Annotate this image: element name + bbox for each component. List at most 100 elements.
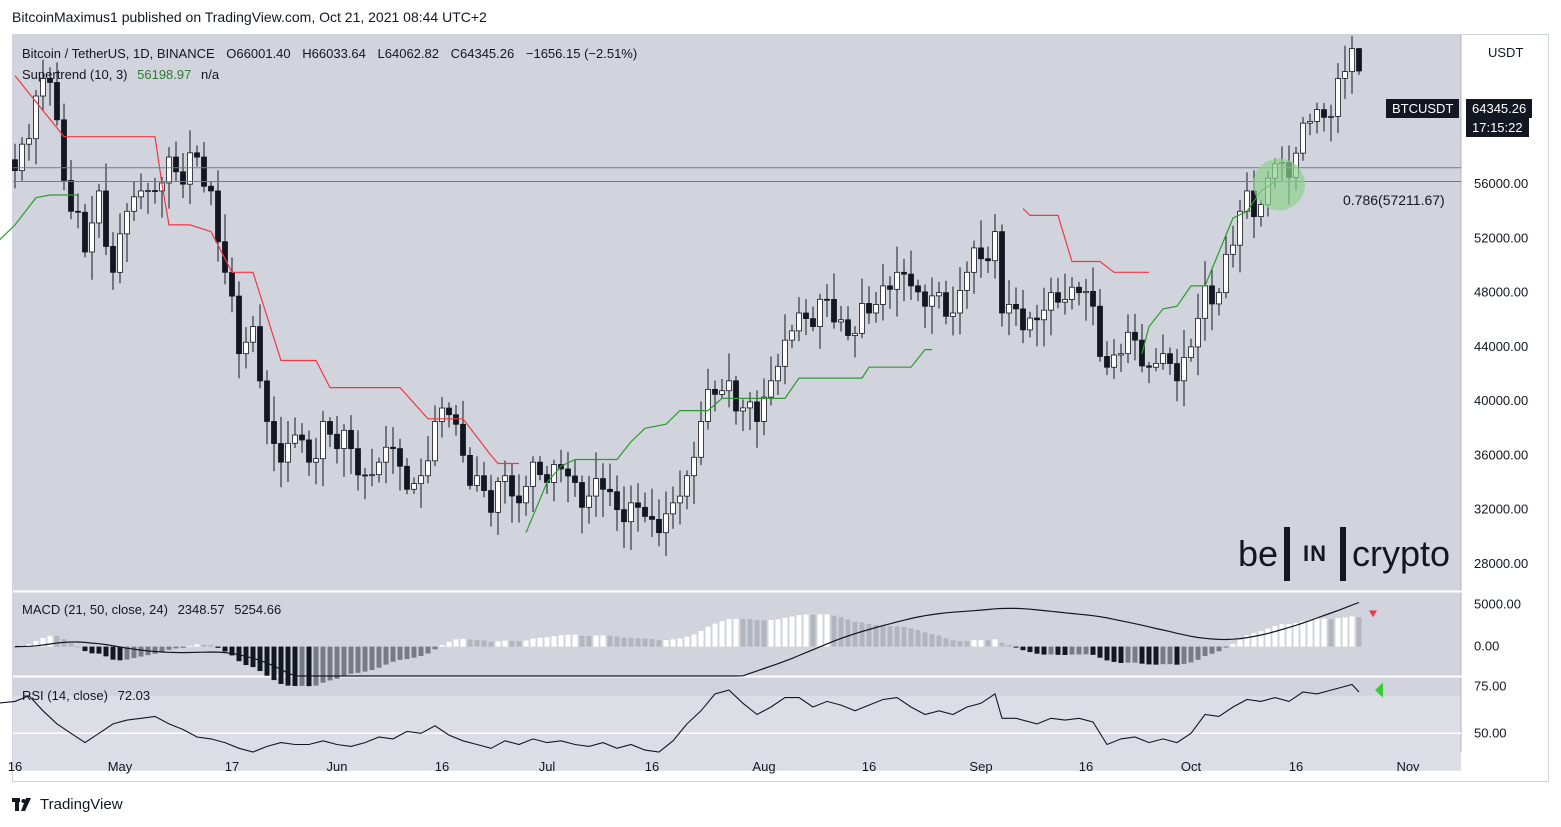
- candle-body: [257, 326, 263, 382]
- macd-bar: [299, 646, 305, 686]
- candle-body: [642, 506, 648, 517]
- macd-bar: [110, 646, 116, 660]
- macd-bar: [460, 638, 466, 647]
- macd-bar: [229, 646, 235, 656]
- legend-symbol[interactable]: Bitcoin / TetherUS, 1D, BINANCE: [22, 46, 215, 61]
- macd-bar: [1006, 644, 1012, 647]
- x-tick-label: 16: [862, 759, 876, 774]
- macd-bar: [502, 640, 508, 647]
- supertrend-label[interactable]: Supertrend (10, 3): [22, 67, 128, 82]
- tradingview-logo-icon[interactable]: [12, 796, 34, 813]
- macd-value-1: 2348.57: [177, 602, 225, 617]
- candle-body: [390, 446, 396, 450]
- macd-label[interactable]: MACD (21, 50, close, 24): [22, 602, 168, 617]
- watermark-right: crypto: [1352, 533, 1451, 574]
- macd-bar: [677, 638, 683, 647]
- candle-body: [1314, 109, 1320, 122]
- supertrend-down-line: [14, 75, 519, 465]
- candle-body: [1209, 285, 1215, 305]
- candle-body: [831, 299, 837, 323]
- candle-body: [187, 152, 193, 185]
- macd-bar: [971, 640, 977, 647]
- macd-bar: [593, 635, 599, 647]
- candle-body: [1132, 331, 1138, 341]
- macd-bar: [1244, 635, 1250, 647]
- candle-body: [306, 439, 312, 463]
- candle-body: [1034, 317, 1040, 321]
- x-tick-label: Jul: [539, 759, 556, 774]
- macd-bar: [1314, 618, 1320, 647]
- macd-bar: [383, 646, 389, 665]
- candle-body: [460, 423, 466, 456]
- candle-body: [145, 190, 151, 192]
- candle-body: [138, 190, 144, 198]
- candle-body: [817, 298, 823, 327]
- macd-bar: [306, 646, 312, 687]
- rsi-label[interactable]: RSI (14, close): [22, 688, 108, 703]
- candle-body: [173, 156, 179, 173]
- macd-bar: [1223, 646, 1229, 648]
- macd-bar: [341, 646, 347, 676]
- rsi-tick-label: 75.00: [1474, 678, 1507, 693]
- candle-body: [1006, 303, 1012, 314]
- macd-bar: [1048, 646, 1054, 655]
- macd-bar: [257, 646, 263, 672]
- macd-bar: [915, 629, 921, 647]
- macd-bar: [432, 646, 438, 650]
- macd-bar: [691, 634, 697, 647]
- macd-bar: [558, 635, 564, 647]
- candle-body: [656, 518, 662, 534]
- macd-bar: [999, 642, 1005, 647]
- macd-legend: MACD (21, 50, close, 24) 2348.57 5254.66: [22, 602, 281, 617]
- candle-body: [901, 271, 907, 275]
- x-tick-label: Jun: [327, 759, 348, 774]
- candle-body: [684, 475, 690, 497]
- candle-body: [1146, 365, 1152, 368]
- macd-bar: [40, 637, 46, 647]
- candle-body: [1069, 286, 1075, 300]
- macd-bar: [810, 614, 816, 647]
- macd-bar: [586, 636, 592, 647]
- macd-bar: [985, 640, 991, 647]
- macd-bar: [859, 622, 865, 647]
- candle-body: [355, 448, 361, 476]
- candle-body: [964, 271, 970, 291]
- macd-bar: [1265, 628, 1271, 647]
- candle-body: [68, 180, 74, 212]
- legend-low-label: L: [377, 46, 385, 61]
- candle-body: [215, 190, 221, 243]
- candle-body: [278, 443, 284, 463]
- candle-body: [971, 247, 977, 273]
- macd-bar: [1013, 646, 1019, 648]
- symbol-badge: BTCUSDT: [1386, 99, 1460, 118]
- candle-body: [537, 461, 543, 475]
- candle-body: [467, 454, 473, 486]
- macd-bar: [138, 646, 144, 657]
- candle-body: [1335, 78, 1341, 117]
- macd-bar: [523, 640, 529, 647]
- macd-bar: [1174, 646, 1180, 665]
- candle-body: [474, 475, 480, 486]
- macd-bar: [208, 645, 214, 647]
- candle-body: [348, 429, 354, 450]
- candle-body: [383, 446, 389, 463]
- supertrend-up-line: [1141, 181, 1276, 354]
- macd-bar: [908, 628, 914, 647]
- macd-bar: [425, 646, 431, 654]
- macd-bar: [411, 646, 417, 658]
- macd-bar: [873, 624, 879, 647]
- candle-body: [47, 77, 53, 83]
- candle-body: [740, 407, 746, 412]
- macd-bar: [775, 619, 781, 647]
- footer-brand[interactable]: TradingView: [40, 796, 123, 813]
- macd-bar: [607, 635, 613, 647]
- candle-body: [222, 241, 228, 273]
- macd-bar: [397, 646, 403, 660]
- candle-body: [600, 478, 606, 490]
- candle-body: [1118, 353, 1124, 356]
- macd-bar: [1307, 619, 1313, 647]
- macd-bar: [817, 614, 823, 647]
- candle-body: [726, 380, 732, 392]
- candle-body: [859, 303, 865, 334]
